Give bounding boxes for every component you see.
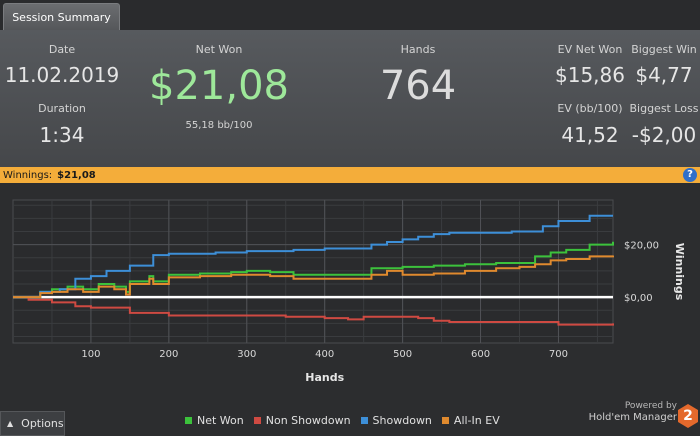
y-tick-label: $0,00 <box>624 293 653 304</box>
hands-value: 764 <box>379 63 457 109</box>
x-tick-label: 100 <box>81 349 100 360</box>
help-icon[interactable]: ? <box>683 168 697 182</box>
x-tick-label: 600 <box>471 349 490 360</box>
date-value: 11.02.2019 <box>4 63 120 87</box>
caret-up-icon: ▲ <box>7 419 14 428</box>
options-label: Options <box>21 417 64 430</box>
winnings-label: Winnings: <box>3 169 53 181</box>
legend-label: Showdown <box>372 413 432 427</box>
series-line-non-showdown <box>13 296 614 326</box>
legend-label: All-In EV <box>453 413 500 427</box>
series-line-net-won <box>13 241 614 299</box>
legend-item-net-won[interactable]: Net Won <box>185 414 244 427</box>
legend-swatch <box>441 416 449 424</box>
duration-value: 1:34 <box>39 123 85 147</box>
winnings-bar: Winnings: $21,08 ? <box>0 167 700 183</box>
legend-swatch <box>185 416 192 424</box>
powered-by: Powered by Hold'em Manager <box>589 401 677 424</box>
winnings-chart: 100 200 300 400 500 600 700 $0,00 $20,00 Hands Win… <box>12 199 686 384</box>
x-axis-title: Hands <box>305 371 344 384</box>
duration-label: Duration <box>38 102 86 115</box>
tab-session-summary[interactable]: Session Summary <box>3 3 120 30</box>
legend-label: Non Showdown <box>265 413 351 427</box>
y-axis-title: Winnings <box>673 243 686 301</box>
options-button[interactable]: ▲ Options <box>0 411 65 436</box>
legend-swatch <box>253 416 261 424</box>
ev-net-won-label: EV Net Won <box>557 43 623 56</box>
biggest-loss-value: -$2,00 <box>631 123 697 147</box>
chart-area: 100 200 300 400 500 600 700 $0,00 $20,00 Hands Win… <box>0 183 700 436</box>
powered-by-label: Powered by <box>624 401 677 411</box>
biggest-loss-label: Biggest Loss <box>629 102 699 115</box>
series-line-showdown <box>13 214 613 299</box>
legend-label: Net Won <box>197 413 244 427</box>
x-tick-label: 500 <box>393 349 412 360</box>
x-tick-label: 400 <box>315 349 334 360</box>
winnings-value: $21,08 <box>57 169 96 181</box>
net-won-label: Net Won <box>195 43 243 56</box>
date-label: Date <box>48 43 76 56</box>
y-tick-label: $20,00 <box>624 241 659 252</box>
chart-legend: Net Won Non Showdown Showdown All-In EV <box>185 413 510 427</box>
ev-bb100-value: 41,52 <box>561 123 619 147</box>
tab-bar: Session Summary <box>0 0 700 30</box>
net-won-bb100: 55,18 bb/100 <box>185 120 253 131</box>
ev-bb100-label: EV (bb/100) <box>557 102 623 115</box>
legend-item-showdown[interactable]: Showdown <box>360 413 432 427</box>
ev-net-won-value: $15,86 <box>555 63 625 87</box>
legend-swatch <box>360 416 368 424</box>
hands-label: Hands <box>400 43 436 56</box>
legend-item-non-showdown[interactable]: Non Showdown <box>253 413 351 427</box>
biggest-win-value: $4,77 <box>635 63 693 87</box>
biggest-win-label: Biggest Win <box>631 43 697 56</box>
net-won-value: $21,08 <box>149 63 289 109</box>
x-tick-label: 300 <box>237 349 256 360</box>
x-tick-label: 700 <box>549 349 568 360</box>
legend-item-all-in-ev[interactable]: All-In EV <box>441 413 500 427</box>
x-tick-label: 200 <box>159 349 178 360</box>
session-summary-panel: Date 11.02.2019 Duration 1:34 Net Won $2… <box>0 30 700 167</box>
series-line-all-in-ev <box>13 255 614 299</box>
product-name: Hold'em Manager <box>588 412 677 423</box>
hm2-logo-icon: 2 <box>678 404 698 428</box>
